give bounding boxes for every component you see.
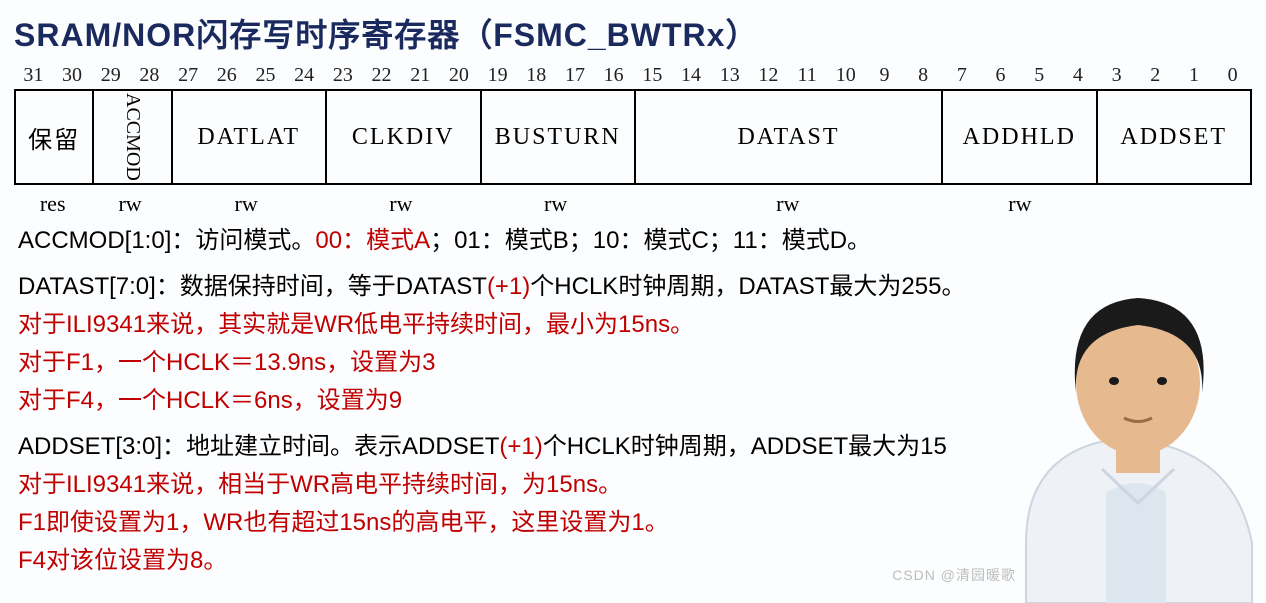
description-line: 对于ILI9341来说，其实就是WR低电平持续时间，最小为15ns。 <box>18 307 1252 343</box>
description-line: F4对该位设置为8。 <box>18 543 1252 579</box>
bit-number: 24 <box>285 64 324 87</box>
bit-number: 7 <box>943 64 982 87</box>
access-label: rw <box>633 191 943 217</box>
bit-number: 25 <box>246 64 285 87</box>
bit-number: 13 <box>710 64 749 87</box>
access-label: rw <box>91 191 168 217</box>
access-label: rw <box>169 191 324 217</box>
bit-number: 31 <box>14 64 53 87</box>
bit-number: 26 <box>207 64 246 87</box>
description-line: 对于F1，一个HCLK＝13.9ns，设置为3 <box>18 345 1252 381</box>
bit-number: 11 <box>788 64 827 87</box>
bit-number: 9 <box>865 64 904 87</box>
bit-number: 22 <box>362 64 401 87</box>
bit-number: 21 <box>401 64 440 87</box>
bit-number: 27 <box>169 64 208 87</box>
bit-number: 19 <box>478 64 517 87</box>
register-field: ACCMOD <box>94 91 172 183</box>
description-line: DATAST[7:0]：数据保持时间，等于DATAST(+1)个HCLK时钟周期… <box>18 269 1252 305</box>
bit-number: 28 <box>130 64 169 87</box>
bit-number: 5 <box>1020 64 1059 87</box>
bit-number: 1 <box>1175 64 1214 87</box>
register-field: BUSTURN <box>482 91 637 183</box>
bit-number: 0 <box>1213 64 1252 87</box>
register-field: 保留 <box>16 91 94 183</box>
description-block: ACCMOD[1:0]：访问模式。00：模式A；01：模式B；10：模式C；11… <box>18 223 1252 579</box>
bit-number: 8 <box>904 64 943 87</box>
bit-number-row: 3130292827262524232221201918171615141312… <box>14 64 1252 87</box>
page-title: SRAM/NOR闪存写时序寄存器（FSMC_BWTRx） <box>14 10 1252 56</box>
register-field: ADDHLD <box>943 91 1098 183</box>
bit-number: 6 <box>981 64 1020 87</box>
bit-number: 10 <box>826 64 865 87</box>
description-line: ADDSET[3:0]：地址建立时间。表示ADDSET(+1)个HCLK时钟周期… <box>18 429 1252 465</box>
bit-number: 4 <box>1059 64 1098 87</box>
description-line: 对于ILI9341来说，相当于WR高电平持续时间，为15ns。 <box>18 467 1252 503</box>
access-label: rw <box>324 191 479 217</box>
register-field-table: 保留ACCMODDATLATCLKDIVBUSTURNDATASTADDHLDA… <box>14 89 1252 185</box>
description-line: 对于F4，一个HCLK＝6ns，设置为9 <box>18 383 1252 419</box>
bit-number: 15 <box>633 64 672 87</box>
bit-number: 30 <box>53 64 92 87</box>
description-line: F1即使设置为1，WR也有超过15ns的高电平，这里设置为1。 <box>18 505 1252 541</box>
access-label: res <box>14 191 91 217</box>
bit-number: 2 <box>1136 64 1175 87</box>
bit-number: 12 <box>749 64 788 87</box>
register-field: DATAST <box>636 91 943 183</box>
bit-number: 3 <box>1097 64 1136 87</box>
bit-number: 20 <box>440 64 479 87</box>
access-label: rw <box>478 191 633 217</box>
bit-number: 23 <box>324 64 363 87</box>
register-field: CLKDIV <box>327 91 482 183</box>
register-field: ADDSET <box>1098 91 1251 183</box>
bit-number: 16 <box>594 64 633 87</box>
bit-number: 14 <box>672 64 711 87</box>
bit-number: 17 <box>556 64 595 87</box>
description-line: ACCMOD[1:0]：访问模式。00：模式A；01：模式B；10：模式C；11… <box>18 223 1252 259</box>
watermark: CSDN @清园暖歌 <box>892 565 1016 585</box>
bit-number: 29 <box>91 64 130 87</box>
bit-number: 18 <box>517 64 556 87</box>
access-label: rw <box>943 191 1098 217</box>
access-type-row: resrwrwrwrwrwrw <box>14 191 1252 217</box>
register-field: DATLAT <box>173 91 328 183</box>
access-label <box>1097 191 1252 217</box>
